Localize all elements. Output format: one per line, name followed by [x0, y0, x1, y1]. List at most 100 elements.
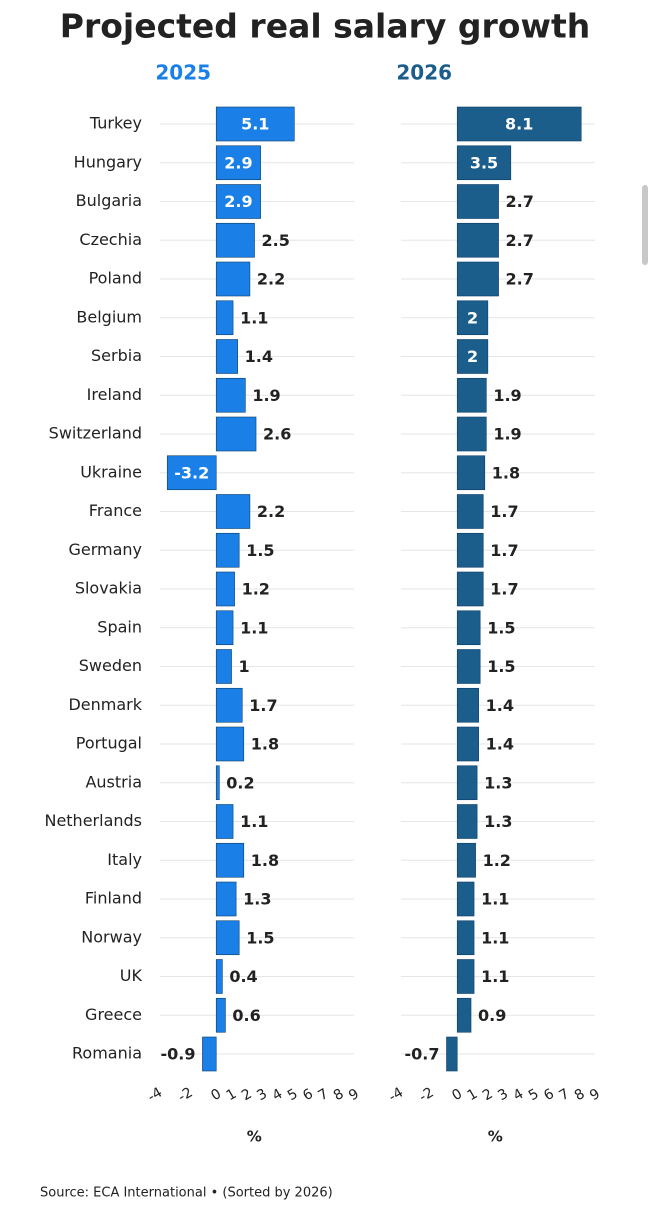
category-label: Ukraine: [80, 462, 142, 481]
x-tick-label: 8: [331, 1086, 347, 1104]
x-tick-label: 0: [449, 1086, 465, 1104]
value-label: 1.5: [487, 657, 515, 676]
value-label: 5.1: [241, 115, 269, 134]
bar: [456, 571, 484, 607]
x-tick-label: 3: [495, 1086, 511, 1104]
bar: [456, 649, 481, 684]
value-label: 2.7: [506, 231, 534, 250]
bar: [202, 1036, 217, 1072]
bar: [456, 300, 489, 336]
value-label: 1.9: [493, 386, 521, 405]
bar: [456, 416, 487, 452]
value-label: 8.1: [505, 115, 533, 134]
category-label: Greece: [85, 1005, 142, 1024]
value-label: 2.2: [257, 270, 285, 289]
value-label: 3.5: [470, 153, 498, 172]
bar: [215, 145, 261, 181]
value-label: 1.1: [481, 967, 509, 986]
category-label: Sweden: [79, 656, 142, 675]
bar: [215, 532, 240, 568]
value-label: 0.2: [226, 773, 254, 792]
category-label: Austria: [85, 772, 142, 791]
x-tick-label: 9: [587, 1086, 603, 1104]
category-label: Norway: [81, 927, 142, 946]
bar: [456, 959, 475, 994]
bar: [215, 920, 240, 956]
bar: [215, 649, 232, 684]
value-label: -0.7: [405, 1045, 440, 1064]
bar: [215, 377, 246, 413]
bar: [456, 920, 475, 956]
panel-subtitle: 2025: [155, 61, 211, 85]
bar: [456, 765, 478, 801]
x-tick-label: 4: [270, 1086, 286, 1104]
bar: [456, 532, 484, 568]
bar: [456, 687, 479, 723]
x-tick-label: 2: [480, 1086, 496, 1104]
value-label: 1: [239, 657, 250, 676]
value-label: 1.1: [240, 618, 268, 637]
category-label: Romania: [72, 1044, 142, 1063]
value-label: 1.8: [251, 851, 279, 870]
category-label: Serbia: [91, 346, 142, 365]
x-tick-label: 8: [572, 1086, 588, 1104]
bar: [215, 997, 226, 1033]
category-label: Turkey: [89, 114, 142, 133]
value-label: 1.7: [490, 502, 518, 521]
category-label: UK: [120, 966, 143, 985]
x-tick-label: 7: [557, 1086, 573, 1104]
value-label: -3.2: [174, 463, 209, 482]
bar: [215, 881, 237, 917]
bar: [456, 339, 489, 374]
value-label: 1.7: [490, 541, 518, 560]
category-label: Italy: [107, 850, 142, 869]
value-label: 1.4: [245, 347, 273, 366]
value-label: 2.9: [224, 192, 252, 211]
value-label: 1.3: [484, 812, 512, 831]
value-label: 1.4: [486, 735, 514, 754]
value-label: 1.9: [252, 386, 280, 405]
bar: [215, 339, 238, 374]
bar: [456, 222, 499, 258]
x-tick-label: 1: [224, 1086, 240, 1104]
bar: [215, 804, 234, 839]
value-label: 1.2: [242, 580, 270, 599]
category-label: Slovakia: [75, 579, 142, 598]
value-label: 1.1: [240, 308, 268, 327]
bar: [456, 377, 487, 413]
bar: [456, 455, 486, 491]
category-label: Hungary: [74, 152, 142, 171]
category-label: Switzerland: [49, 424, 142, 443]
bar: [215, 610, 234, 646]
bar: [215, 765, 220, 801]
x-axis-label: %: [247, 1128, 262, 1146]
value-label: 1.5: [487, 618, 515, 637]
category-label: Bulgaria: [76, 191, 142, 210]
bar: [456, 145, 512, 181]
bar: [215, 687, 243, 723]
value-label: 0.9: [478, 1006, 506, 1025]
value-label: 1.2: [483, 851, 511, 870]
value-label: 2: [467, 347, 478, 366]
value-label: 1.8: [492, 463, 520, 482]
x-tick-label: 9: [346, 1086, 362, 1104]
value-label: 0.4: [229, 967, 257, 986]
x-tick-label: 7: [316, 1086, 332, 1104]
category-label: France: [89, 501, 142, 520]
value-label: 2.7: [506, 270, 534, 289]
value-label: 1.4: [486, 696, 514, 715]
x-tick-label: 5: [526, 1086, 542, 1104]
bar: [456, 997, 472, 1033]
category-label: Finland: [85, 889, 142, 908]
bar: [456, 726, 479, 762]
x-tick-label: 6: [300, 1086, 316, 1104]
x-tick-label: 3: [254, 1086, 270, 1104]
value-label: 2: [467, 308, 478, 327]
value-label: 1.7: [249, 696, 277, 715]
bar: [215, 106, 295, 142]
bar: [456, 881, 475, 917]
value-label: 1.9: [493, 425, 521, 444]
value-label: -0.9: [160, 1045, 195, 1064]
x-axis-label: %: [488, 1128, 503, 1146]
